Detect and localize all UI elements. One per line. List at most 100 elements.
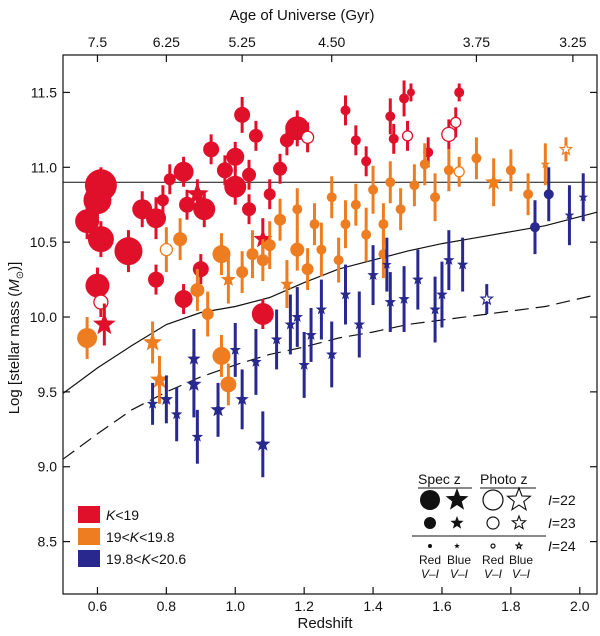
data-point-star bbox=[284, 318, 297, 330]
legend-sub-color: V–I bbox=[512, 567, 531, 581]
data-point-circle bbox=[75, 209, 100, 234]
data-point-star bbox=[235, 392, 249, 406]
data-point-circle bbox=[251, 303, 274, 326]
legend-label: K<19 bbox=[106, 507, 139, 523]
data-point-circle bbox=[529, 222, 540, 233]
data-point-circle bbox=[114, 237, 143, 266]
legend-photo-red-symbol bbox=[482, 489, 504, 511]
data-point-circle bbox=[224, 175, 247, 198]
legend: K<19 19<K<19.8 19.8<K<20.6 Spec z Photo z I=2… bbox=[78, 471, 576, 581]
data-point-star bbox=[250, 355, 262, 367]
data-point-circle bbox=[179, 196, 196, 213]
plot-frame bbox=[62, 54, 598, 595]
data-point-star bbox=[220, 271, 236, 287]
data-point-star bbox=[479, 291, 495, 306]
data-point-star bbox=[253, 229, 273, 248]
legend-swatch bbox=[78, 550, 100, 567]
data-point-circle bbox=[173, 232, 188, 247]
legend-sub-label: Red bbox=[419, 553, 441, 567]
top-tick-label: 7.5 bbox=[88, 34, 108, 50]
data-point-circle bbox=[236, 266, 249, 279]
legend-mag-label: I=23 bbox=[548, 515, 576, 531]
data-point-star bbox=[564, 210, 575, 220]
legend-swatch bbox=[78, 528, 100, 545]
data-point-star bbox=[186, 376, 202, 391]
data-point-star bbox=[170, 408, 183, 420]
data-point-star bbox=[558, 141, 574, 156]
data-point-circle bbox=[242, 202, 257, 217]
data-point-circle bbox=[246, 248, 259, 261]
data-point-star bbox=[456, 258, 469, 270]
data-point-circle bbox=[395, 204, 406, 215]
data-point-circle bbox=[385, 177, 396, 188]
legend-mag-label: I=24 bbox=[548, 538, 576, 554]
x-tick-label: 1.6 bbox=[432, 598, 452, 614]
data-point-circle bbox=[263, 239, 276, 252]
data-point-circle bbox=[212, 245, 231, 264]
legend-label: 19<K<19.8 bbox=[106, 529, 175, 545]
data-point-circle bbox=[190, 283, 205, 298]
data-point-circle bbox=[212, 346, 231, 365]
data-point-circle bbox=[201, 308, 214, 321]
data-point-circle bbox=[174, 290, 193, 309]
data-point-circle bbox=[453, 166, 465, 178]
data-point-circle bbox=[340, 219, 351, 230]
data-point-circle bbox=[242, 167, 257, 182]
legend-sub-color: V–I bbox=[450, 567, 469, 581]
data-point-star bbox=[298, 358, 310, 370]
data-point-circle bbox=[368, 184, 379, 195]
data-point-circle bbox=[173, 161, 194, 182]
legend-spec-blue-symbol bbox=[445, 488, 469, 510]
data-point-star bbox=[540, 159, 551, 169]
data-point-circle bbox=[523, 189, 534, 200]
data-point-circle bbox=[309, 219, 320, 230]
data-point-star bbox=[291, 311, 303, 322]
data-point-circle bbox=[419, 159, 430, 170]
data-point-circle bbox=[301, 263, 314, 276]
legend-sub-label: Blue bbox=[509, 553, 533, 567]
data-point-circle bbox=[263, 188, 276, 201]
data-point-circle bbox=[292, 204, 303, 215]
data-point-circle bbox=[77, 327, 98, 348]
data-point-star bbox=[159, 392, 174, 406]
legend-sub-color: V–I bbox=[484, 567, 503, 581]
data-point-star bbox=[429, 303, 441, 315]
top-tick-label: 4.50 bbox=[318, 34, 345, 50]
data-point-circle bbox=[146, 208, 167, 229]
x-axis-title: Redshift bbox=[297, 615, 353, 632]
legend-spec-blue-symbol bbox=[454, 543, 460, 549]
legend-spec-red-symbol bbox=[420, 490, 440, 510]
data-point-star bbox=[578, 192, 588, 202]
data-point-circle bbox=[350, 199, 361, 210]
legend-photo-blue-symbol bbox=[514, 541, 524, 550]
data-point-circle bbox=[83, 186, 112, 215]
data-point-star bbox=[229, 343, 241, 355]
data-point-circle bbox=[163, 173, 176, 186]
data-point-circle bbox=[226, 147, 245, 166]
y-tick-label: 8.5 bbox=[38, 534, 58, 550]
x-tick-label: 1.8 bbox=[501, 598, 521, 614]
data-point-circle bbox=[300, 130, 315, 144]
data-point-star bbox=[398, 293, 410, 304]
data-point-star bbox=[367, 269, 379, 280]
tick-layer: 0.6 0.8 1.0 1.2 1.4 1.6 1.8 2.0 8.5 9.0 9.5 10.0 10.… bbox=[30, 34, 597, 614]
data-point-star bbox=[326, 348, 338, 360]
data-point-star bbox=[436, 288, 448, 300]
legend-photo-red-symbol bbox=[486, 516, 500, 530]
legend-spec-red-symbol bbox=[424, 517, 436, 529]
legend-spec-blue-symbol bbox=[450, 516, 464, 529]
data-point-circle bbox=[85, 273, 110, 298]
x-tick-label: 0.6 bbox=[88, 598, 108, 614]
legend-photo-header: Photo z bbox=[480, 471, 527, 487]
data-point-circle bbox=[274, 213, 287, 226]
data-point-circle bbox=[220, 376, 237, 393]
data-point-star bbox=[185, 182, 209, 204]
data-point-star bbox=[339, 288, 352, 300]
data-point-circle bbox=[316, 244, 327, 255]
data-point-star bbox=[143, 332, 163, 351]
legend-label: 19.8<K<20.6 bbox=[106, 551, 186, 567]
data-points-layer bbox=[75, 80, 588, 478]
data-point-star bbox=[191, 430, 204, 442]
data-point-star bbox=[443, 254, 455, 265]
